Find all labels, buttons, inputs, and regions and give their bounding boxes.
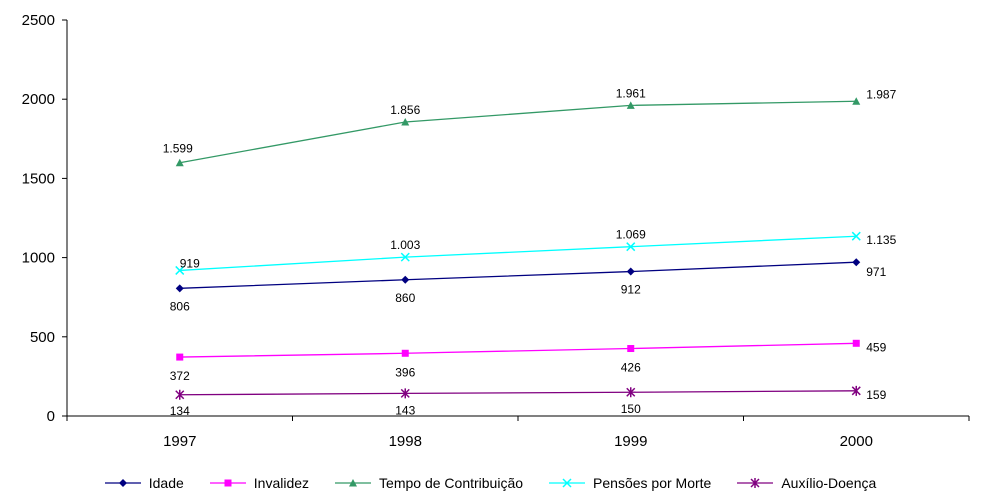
x-tick-label: 2000	[840, 433, 873, 450]
series-line	[179, 100, 857, 164]
data-point	[175, 389, 185, 400]
data-point	[851, 231, 861, 241]
legend-item: Invalidez	[209, 475, 310, 491]
legend-marker	[224, 479, 232, 487]
legend-item: Pensões por Morte	[549, 475, 711, 491]
legend-marker	[562, 478, 572, 488]
data-label: 1.599	[163, 142, 193, 156]
y-tick-label: 0	[47, 408, 55, 425]
data-label: 1.961	[616, 86, 646, 100]
legend-marker	[118, 479, 127, 487]
series-auxilio-doenca: 134 143 150 159	[170, 385, 887, 418]
data-point	[626, 267, 635, 276]
data-point	[626, 387, 636, 398]
chart-axes: 0 500 1000 1500 2000 2500 1997 1998 1999 2000	[22, 12, 970, 450]
y-tick-label: 2500	[22, 12, 55, 29]
data-point	[175, 158, 184, 167]
data-label: 1.856	[390, 103, 420, 117]
legend-label: Invalidez	[253, 475, 310, 491]
series-line	[179, 390, 857, 396]
data-point	[627, 345, 635, 353]
data-label: 372	[170, 369, 190, 383]
legend-item: Tempo de Contribuição	[335, 475, 523, 491]
line-chart: 0 500 1000 1500 2000 2500 1997 1998 1999 2000 806…	[22, 12, 970, 450]
legend-label: Tempo de Contribuição	[379, 475, 524, 491]
x-tick-label: 1999	[614, 433, 647, 450]
legend-label: Pensões por Morte	[593, 475, 712, 491]
legend-item: Auxílio-Doença	[737, 475, 876, 491]
series-invalidez: 372 396 426 459	[170, 339, 887, 383]
legend-label: Auxílio-Doença	[781, 475, 877, 491]
data-point	[401, 349, 409, 357]
legend-item: Idade	[104, 475, 184, 491]
data-label: 1.003	[390, 238, 420, 252]
series-tempo-de-contribuicao: 1.599 1.856 1.961 1.987	[163, 86, 897, 167]
data-point	[401, 118, 410, 126]
data-point	[400, 252, 410, 262]
data-label: 459	[866, 340, 886, 354]
data-point	[175, 265, 185, 275]
data-point	[401, 275, 410, 284]
data-label: 134	[170, 404, 190, 418]
data-label: 1.135	[866, 233, 896, 247]
data-label: 806	[170, 299, 190, 313]
data-label: 912	[621, 283, 641, 297]
legend-swatch	[549, 478, 586, 488]
data-point	[626, 101, 635, 109]
data-label: 150	[621, 402, 641, 416]
legend-marker	[750, 478, 760, 488]
legend-swatch	[335, 479, 372, 487]
legend-marker	[349, 479, 358, 487]
series-line	[179, 261, 857, 289]
x-tick-label: 1997	[163, 433, 196, 450]
data-point	[852, 339, 860, 347]
data-point	[851, 385, 861, 396]
data-label: 1.987	[866, 87, 896, 101]
legend-swatch	[209, 479, 246, 487]
data-label: 860	[395, 291, 415, 305]
data-point	[400, 388, 410, 399]
series-line	[179, 342, 857, 358]
chart-legend: Idade Invalidez Tempo de Contribuição Pensõ…	[0, 472, 981, 494]
y-tick-label: 2000	[22, 91, 55, 108]
series-pensoes-por-morte: 919 1.003 1.069 1.135	[175, 228, 897, 275]
data-point	[626, 242, 636, 252]
series-line	[179, 235, 857, 272]
y-tick-label: 1500	[22, 170, 55, 187]
data-label: 971	[866, 265, 886, 279]
data-label: 159	[866, 388, 886, 402]
data-point	[852, 97, 861, 105]
y-tick-label: 500	[30, 329, 55, 346]
legend-swatch	[104, 479, 141, 487]
x-tick-label: 1998	[389, 433, 422, 450]
data-point	[852, 258, 861, 267]
y-tick-label: 1000	[22, 250, 55, 267]
data-label: 143	[395, 403, 415, 417]
data-label: 396	[395, 365, 415, 379]
data-label: 426	[621, 361, 641, 375]
data-point	[175, 284, 184, 293]
data-label: 919	[180, 256, 200, 270]
data-point	[176, 353, 184, 361]
data-label: 1.069	[616, 228, 646, 242]
series-idade: 806 860 912 971	[170, 258, 887, 313]
legend-swatch	[737, 478, 774, 488]
legend-label: Idade	[148, 475, 184, 491]
